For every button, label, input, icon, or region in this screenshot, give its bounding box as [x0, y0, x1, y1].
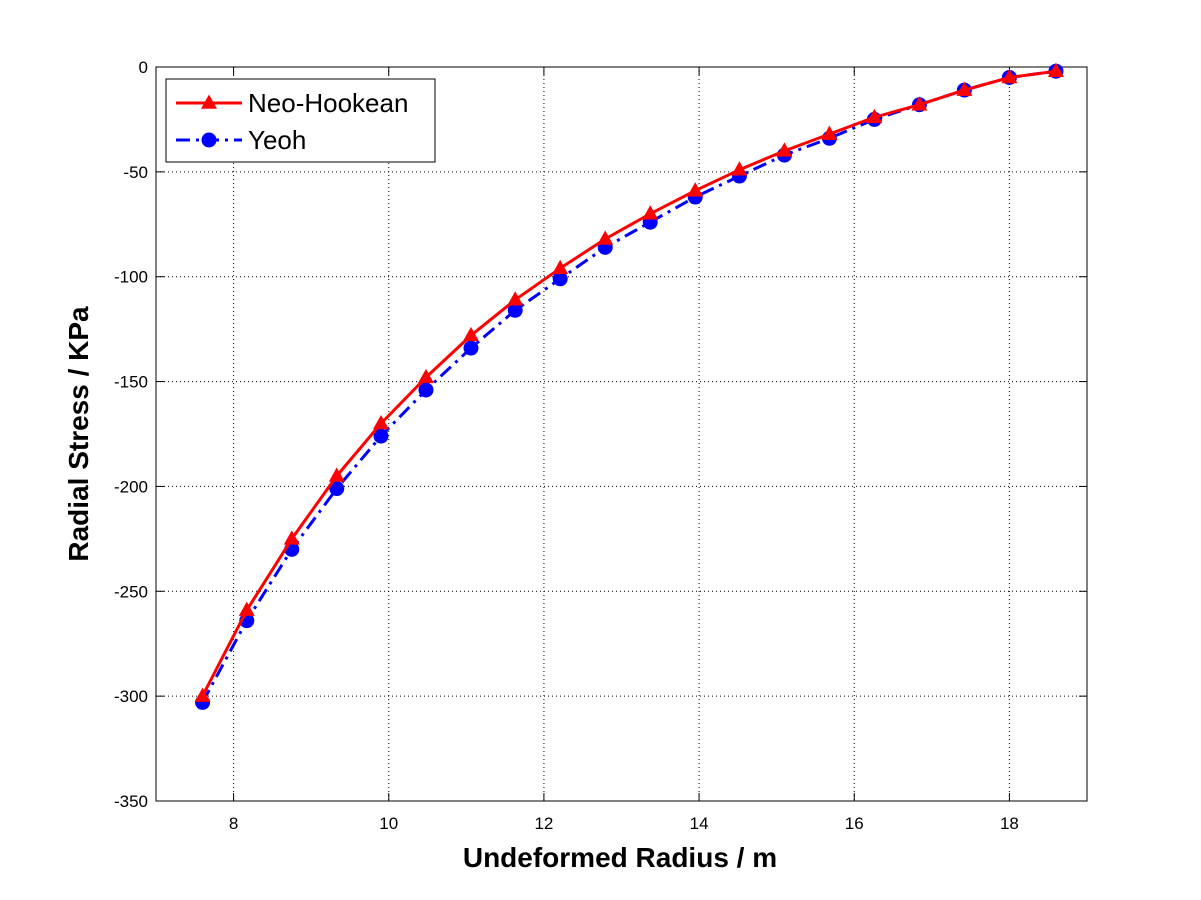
data-point-neo-hookean: [642, 205, 659, 220]
x-tick-label: 18: [1000, 814, 1019, 833]
x-tick-label: 8: [229, 814, 238, 833]
legend-marker-neo-hookean: [201, 94, 217, 109]
data-point-neo-hookean: [238, 601, 255, 616]
data-point-neo-hookean: [507, 291, 524, 306]
legend-marker-yeoh: [201, 132, 217, 148]
y-tick-label: -300: [114, 687, 148, 706]
series-line-neo-hookean: [201, 69, 1057, 697]
series-line-yeoh: [201, 69, 1057, 704]
legend-label-neo-hookean: Neo-Hookean: [248, 88, 408, 118]
data-point-neo-hookean: [418, 368, 434, 384]
y-tick-label: -250: [114, 582, 148, 601]
data-point-neo-hookean: [731, 161, 748, 176]
data-point-neo-hookean: [911, 96, 928, 111]
x-tick-label: 16: [845, 814, 864, 833]
data-point-neo-hookean: [283, 530, 300, 545]
legend-box: [165, 78, 436, 163]
series-layer: [194, 62, 1064, 710]
legend: Neo-Hookean Yeoh: [165, 78, 436, 163]
data-point-neo-hookean: [866, 108, 883, 124]
data-point-yeoh: [418, 382, 434, 398]
data-point-neo-hookean: [328, 467, 345, 482]
y-tick-label: -100: [114, 268, 148, 287]
data-point-neo-hookean: [1047, 62, 1064, 77]
y-tick-label: -200: [114, 477, 148, 496]
data-point-neo-hookean: [597, 230, 614, 245]
data-point-neo-hookean: [463, 326, 479, 342]
x-tick-label: 10: [379, 814, 398, 833]
y-tick-label: -150: [114, 373, 148, 392]
ticks: 8 10 12 14 16 18 0 -50 -100 -150 -200 -250 -300 -350: [114, 58, 1087, 833]
y-axis-title: Radial Stress / KPa: [63, 306, 94, 562]
data-point-neo-hookean: [821, 125, 838, 140]
data-point-neo-hookean: [373, 414, 389, 430]
y-tick-label: -50: [123, 163, 148, 182]
x-tick-label: 12: [534, 814, 553, 833]
data-point-neo-hookean: [1001, 68, 1018, 84]
x-axis-title: Undeformed Radius / m: [463, 842, 777, 873]
data-point-yeoh: [463, 340, 479, 356]
data-point-neo-hookean: [956, 81, 973, 96]
legend-label-yeoh: Yeoh: [248, 125, 306, 155]
plot-frame: [155, 66, 1088, 802]
data-point-neo-hookean: [552, 259, 569, 275]
series-neo-hookean: [194, 62, 1064, 702]
data-point-neo-hookean: [687, 182, 704, 197]
y-tick-label: 0: [139, 58, 148, 77]
y-tick-label: -350: [114, 792, 148, 811]
data-point-neo-hookean: [194, 687, 211, 702]
x-tick-label: 14: [690, 814, 709, 833]
data-point-neo-hookean: [776, 142, 793, 157]
